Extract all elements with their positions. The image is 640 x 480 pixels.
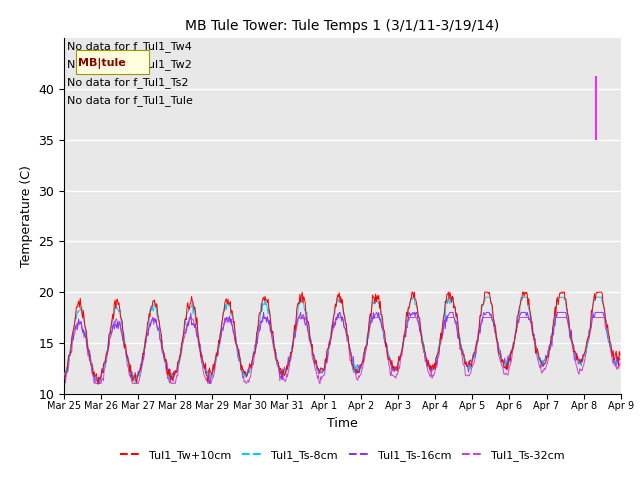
Text: MB|tule: MB|tule [78,58,126,69]
Y-axis label: Temperature (C): Temperature (C) [20,165,33,267]
Legend: Tul1_Tw+10cm, Tul1_Ts-8cm, Tul1_Ts-16cm, Tul1_Ts-32cm: Tul1_Tw+10cm, Tul1_Ts-8cm, Tul1_Ts-16cm,… [115,445,570,465]
Text: No data for f_Tul1_Tule: No data for f_Tul1_Tule [67,96,193,106]
X-axis label: Time: Time [327,417,358,430]
Text: No data for f_Tul1_Tw2: No data for f_Tul1_Tw2 [67,59,191,70]
Title: MB Tule Tower: Tule Temps 1 (3/1/11-3/19/14): MB Tule Tower: Tule Temps 1 (3/1/11-3/19… [185,19,500,33]
Text: No data for f_Tul1_Tw4: No data for f_Tul1_Tw4 [67,41,191,52]
Text: No data for f_Tul1_Ts2: No data for f_Tul1_Ts2 [67,77,188,88]
